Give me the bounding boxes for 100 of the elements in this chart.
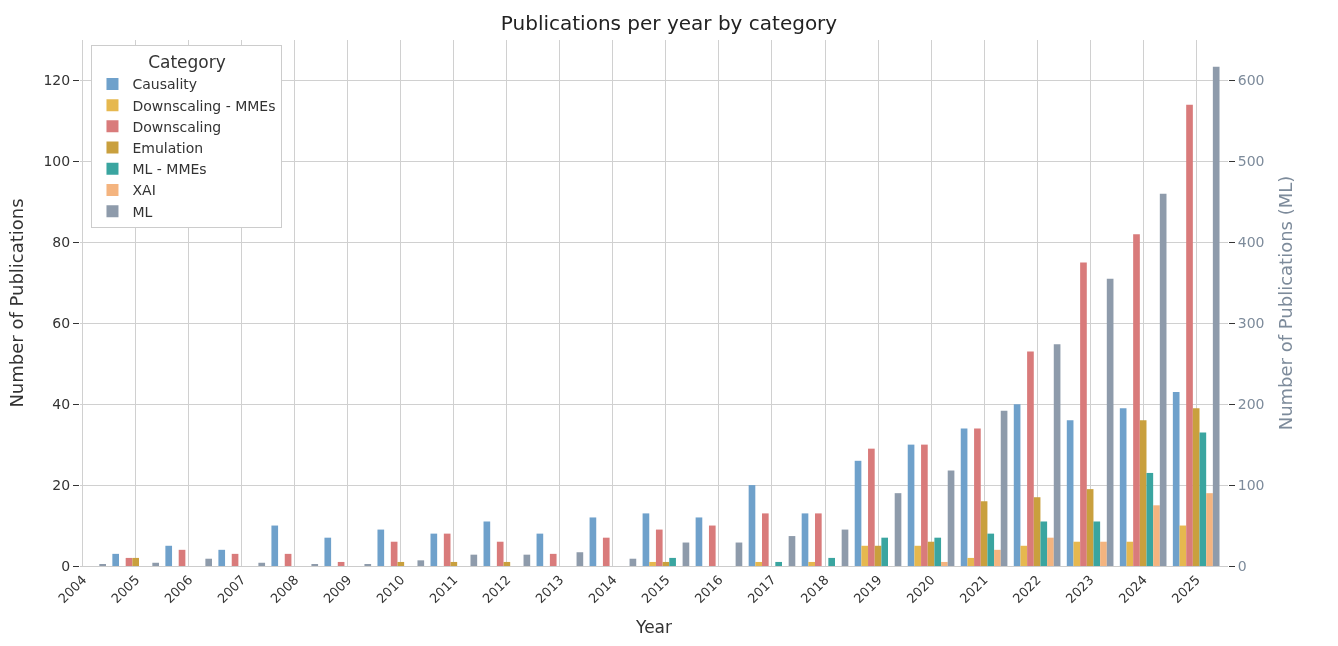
bar [1027, 351, 1034, 566]
bar [470, 554, 478, 566]
legend-title: Category [148, 52, 226, 73]
bar [1080, 262, 1087, 566]
bar [1159, 193, 1167, 566]
legend-label: ML - MMEs [132, 161, 207, 178]
bar [695, 517, 703, 566]
bar [602, 537, 610, 566]
bar [1086, 489, 1094, 566]
bar [1053, 344, 1061, 566]
y-axis-title: Number of Publications [5, 198, 27, 408]
bar [258, 562, 266, 566]
bar [1126, 541, 1134, 566]
bar [1033, 497, 1041, 566]
legend-label: Downscaling [132, 118, 222, 135]
legend-label: XAI [132, 182, 156, 199]
bar [828, 557, 836, 566]
bar [921, 444, 928, 566]
bar [815, 513, 822, 566]
bar [669, 557, 676, 566]
bar [1146, 472, 1154, 566]
y2-tick-label: 0 [1237, 557, 1247, 574]
bar [868, 448, 875, 566]
bar [934, 537, 942, 566]
bar [907, 444, 915, 566]
y2-axis-title: Number of Publications (ML) [1274, 175, 1296, 431]
bar [271, 525, 279, 566]
legend-label: ML [132, 203, 153, 220]
y-tick-label: 60 [52, 315, 71, 332]
y-tick-label: 80 [52, 234, 71, 251]
legend-label: Causality [132, 76, 198, 93]
bar [165, 545, 173, 566]
bar [417, 560, 425, 566]
legend-label: Downscaling - MMEs [132, 97, 276, 114]
bar [1013, 404, 1021, 566]
bar [152, 562, 160, 566]
bar [1133, 234, 1140, 566]
bar [132, 557, 140, 566]
bar [1040, 521, 1048, 566]
bar [549, 553, 557, 566]
bar [994, 549, 1001, 566]
bar [1206, 493, 1213, 566]
bar [1192, 408, 1200, 566]
bar [967, 557, 975, 566]
bar [1172, 392, 1180, 566]
bar [1119, 408, 1127, 566]
bar [1212, 66, 1220, 566]
y-tick-label: 120 [43, 72, 71, 89]
bar [755, 561, 762, 566]
bar [112, 553, 120, 566]
bar [1066, 420, 1074, 566]
y-tick-label: 0 [61, 557, 71, 574]
bar [397, 561, 405, 566]
y2-tick-label: 100 [1237, 476, 1265, 493]
bar [377, 529, 385, 566]
bar [218, 549, 226, 566]
bar [801, 513, 809, 566]
bar [205, 558, 213, 566]
bar [483, 521, 491, 566]
bar [324, 537, 332, 566]
bar [894, 493, 902, 566]
bar [1199, 432, 1207, 566]
bar [1100, 541, 1107, 566]
bar [980, 501, 988, 566]
chart-title: Publications per year by category [500, 11, 838, 36]
bar [1139, 420, 1147, 566]
bar [974, 428, 981, 566]
bar [496, 541, 504, 566]
bar [808, 561, 816, 566]
y2-tick-label: 500 [1237, 153, 1265, 170]
y2-tick-label: 200 [1237, 396, 1265, 413]
bar [914, 545, 922, 566]
y2-tick-label: 600 [1237, 72, 1265, 89]
bar [748, 485, 756, 566]
legend-label: Emulation [132, 140, 204, 157]
y-tick-label: 100 [43, 153, 71, 170]
x-axis-title: Year [635, 616, 672, 637]
bar [589, 517, 597, 566]
bar [881, 537, 889, 566]
bar [655, 529, 663, 566]
bar [1000, 410, 1008, 566]
bar [775, 561, 782, 566]
y-tick-label: 20 [52, 476, 71, 493]
bar [861, 545, 869, 566]
bar [987, 533, 995, 566]
bar [1073, 541, 1081, 566]
bar [576, 552, 584, 566]
bar [1047, 537, 1054, 566]
y-tick-label: 40 [52, 396, 71, 413]
bar [1093, 521, 1101, 566]
bar [443, 533, 451, 566]
bar [1106, 278, 1114, 566]
y2-tick-label: 400 [1237, 234, 1265, 251]
bar [941, 561, 948, 566]
bar [649, 561, 656, 566]
y2-tick-label: 300 [1237, 315, 1265, 332]
bar [1020, 545, 1028, 566]
bar [1153, 505, 1160, 566]
bar [642, 513, 650, 566]
bar [1186, 104, 1193, 566]
